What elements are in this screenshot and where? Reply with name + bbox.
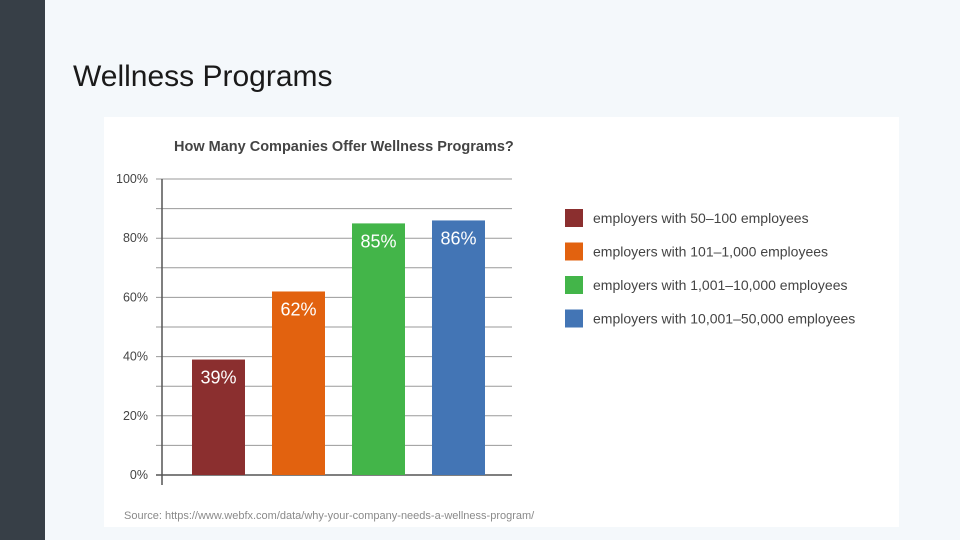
y-tick-label: 80%	[123, 231, 148, 245]
legend-swatch	[565, 242, 583, 261]
sidebar-bar	[0, 0, 45, 540]
bar	[272, 291, 325, 475]
y-tick-label: 0%	[130, 468, 148, 482]
bar	[352, 223, 405, 475]
y-axis-ticks: 0% 20% 40% 60% 80% 100%	[116, 172, 148, 482]
chart-panel: How Many Companies Offer Wellness Progra…	[104, 117, 899, 527]
y-tick-label: 60%	[123, 290, 148, 304]
bar	[432, 220, 485, 475]
bar-value-label: 86%	[440, 228, 476, 248]
chart-title: How Many Companies Offer Wellness Progra…	[174, 139, 514, 155]
legend-label: employers with 101–1,000 employees	[593, 244, 828, 260]
legend-swatch	[565, 276, 583, 294]
legend-swatch	[565, 209, 583, 227]
y-tick-label: 20%	[123, 409, 148, 423]
bar-value-label: 39%	[200, 368, 236, 388]
legend-swatch	[565, 309, 583, 328]
legend-label: employers with 50–100 employees	[593, 210, 809, 226]
y-tick-label: 40%	[123, 350, 148, 364]
source-note: Source: https://www.webfx.com/data/why-y…	[124, 510, 535, 522]
bar	[192, 359, 245, 475]
bar-value-label: 85%	[360, 231, 396, 251]
bar-chart: How Many Companies Offer Wellness Progra…	[116, 139, 855, 522]
bars: 39% 62% 85% 86%	[192, 220, 485, 475]
legend-label: employers with 10,001–50,000 employees	[593, 311, 855, 327]
legend-label: employers with 1,001–10,000 employees	[593, 277, 848, 293]
bar-value-label: 62%	[280, 299, 316, 319]
legend: employers with 50–100 employees employers…	[565, 209, 855, 328]
slide-title: Wellness Programs	[73, 60, 333, 93]
y-tick-label: 100%	[116, 172, 148, 186]
